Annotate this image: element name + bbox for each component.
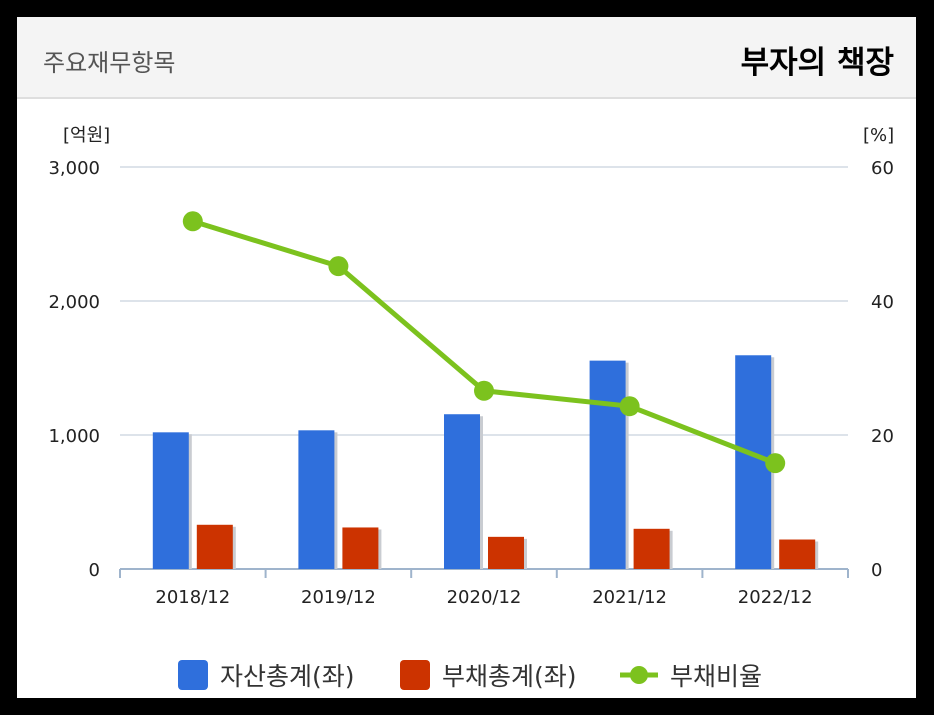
right-axis-unit: [%] — [863, 125, 894, 146]
right-tick-label: 0 — [871, 560, 882, 581]
left-tick-label: 1,000 — [48, 426, 100, 447]
right-tick-label: 60 — [871, 158, 894, 179]
bar — [298, 430, 335, 569]
x-tick-label: 2022/12 — [738, 587, 813, 608]
legend-marker — [630, 666, 648, 684]
legend-label: 부채총계(좌) — [442, 662, 577, 691]
left-axis-unit: [억원] — [63, 125, 110, 146]
legend: 자산총계(좌) 부채총계(좌) 부채비율 — [178, 660, 762, 691]
legend-label: 자산총계(좌) — [220, 662, 355, 691]
line-point — [474, 380, 494, 401]
bar — [589, 360, 626, 569]
bar — [342, 527, 379, 569]
x-tick-label: 2021/12 — [592, 587, 667, 608]
bar — [735, 355, 772, 569]
bar — [196, 524, 233, 569]
left-tick-label: 2,000 — [48, 292, 100, 313]
bar — [444, 414, 480, 569]
card-header: 주요재무항목 부자의 책장 — [17, 17, 916, 99]
bar — [488, 536, 524, 569]
legend-swatch — [400, 660, 430, 690]
line-point — [182, 211, 203, 232]
legend-label: 부채비율 — [670, 662, 762, 691]
legend-swatch — [178, 660, 208, 690]
left-tick-label: 0 — [89, 560, 100, 581]
gridlines — [120, 166, 848, 436]
x-tick-label: 2018/12 — [155, 587, 230, 608]
line-path — [192, 218, 777, 466]
line-point — [765, 453, 786, 474]
x-tick-label: 2020/12 — [447, 587, 522, 608]
brand-label: 부자의 책장 — [740, 45, 894, 81]
card-title: 주요재무항목 — [43, 49, 176, 77]
right-tick-label: 40 — [871, 292, 894, 313]
line-point — [328, 256, 349, 277]
x-tick-label: 2019/12 — [301, 587, 376, 608]
bar — [779, 539, 816, 569]
bar — [152, 432, 189, 569]
right-tick-label: 20 — [871, 426, 894, 447]
line-point — [619, 396, 640, 417]
axes: 0 1,000 2,000 3,000 0 20 40 60 2018/12 2019/12 202… — [48, 158, 893, 608]
bar-series — [152, 355, 819, 569]
bar — [633, 528, 670, 569]
line-series — [182, 211, 786, 474]
left-tick-label: 3,000 — [48, 158, 100, 179]
